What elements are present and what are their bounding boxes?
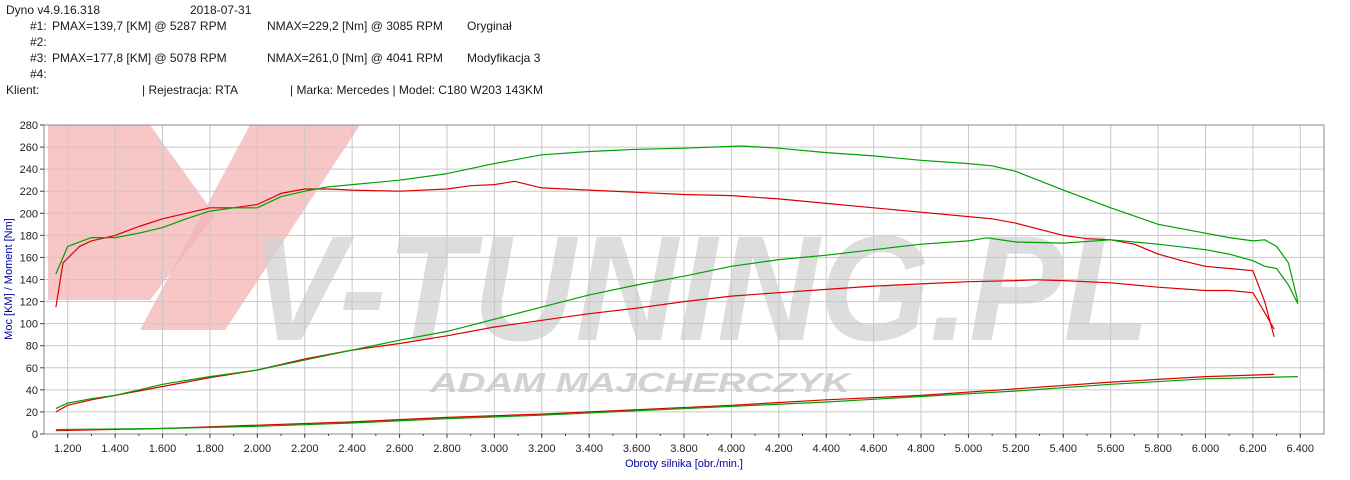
x-tick-label: 3.400 (575, 443, 603, 455)
curve-run3-torque (55, 145, 1299, 302)
run1-name: Oryginał (467, 19, 512, 33)
run3-name: Modyfikacja 3 (467, 51, 541, 65)
y-tick-label: 80 (26, 341, 38, 353)
y-tick-label: 180 (20, 230, 38, 242)
watermark-brand: V-TUNING.PL (250, 204, 1150, 372)
x-tick-label: 2.200 (291, 443, 319, 455)
x-tick-label: 6.200 (1239, 443, 1267, 455)
x-tick-label: 2.800 (433, 443, 461, 455)
x-tick-label: 5.000 (955, 443, 983, 455)
x-tick-label: 4.600 (860, 443, 888, 455)
x-tick-label: 4.400 (812, 443, 840, 455)
x-tick-label: 6.400 (1287, 443, 1315, 455)
x-tick-label: 6.000 (1192, 443, 1220, 455)
vehicle-info: | Marka: Mercedes | Model: C180 W203 143… (290, 83, 544, 97)
app-version: Dyno v4.9.16.318 (6, 3, 101, 17)
watermark: V-TUNING.PL ADAM MAJCHERCZYK (48, 125, 1150, 398)
y-tick-label: 260 (20, 142, 38, 154)
x-tick-label: 3.000 (481, 443, 509, 455)
y-tick-label: 20 (26, 407, 38, 419)
curves (55, 145, 1299, 432)
run2-label: #2: (30, 35, 47, 49)
x-tick-label: 3.600 (623, 443, 651, 455)
y-tick-label: 220 (20, 186, 38, 198)
x-tick-label: 1.400 (101, 443, 129, 455)
run1-label: #1: (30, 19, 47, 33)
x-tick-label: 5.600 (1097, 443, 1125, 455)
x-tick-label: 1.800 (196, 443, 224, 455)
x-tick-label: 1.600 (149, 443, 177, 455)
x-tick-label: 5.400 (1049, 443, 1077, 455)
x-tick-label: 1.200 (54, 443, 82, 455)
client-label: Klient: (6, 83, 40, 97)
x-tick-label: 4.200 (765, 443, 793, 455)
x-tick-label: 2.400 (338, 443, 366, 455)
y-tick-label: 160 (20, 252, 38, 264)
x-tick-label: 3.200 (528, 443, 556, 455)
x-tick-label: 3.800 (670, 443, 698, 455)
y-tick-label: 120 (20, 297, 38, 309)
curve-run1-power (55, 279, 1275, 413)
x-tick-label: 2.600 (386, 443, 414, 455)
y-tick-label: 240 (20, 164, 38, 176)
y-tick-label: 40 (26, 385, 38, 397)
curve-run3-loss (55, 376, 1298, 431)
run3-nmax: NMAX=261,0 [Nm] @ 4041 RPM (267, 51, 443, 65)
x-tick-label: 4.000 (718, 443, 746, 455)
report-date: 2018-07-31 (190, 3, 252, 17)
y-axis-ticks: 0 20 40 60 80 100 120 140 160 180 200 220 240 260 280 (20, 120, 44, 441)
y-tick-label: 60 (26, 363, 38, 375)
run4-label: #4: (30, 67, 47, 81)
run1-pmax: PMAX=139,7 [KM] @ 5287 RPM (52, 19, 227, 33)
curve-run1-torque (55, 180, 1275, 338)
x-tick-label: 5.200 (1002, 443, 1030, 455)
x-tick-label: 2.000 (244, 443, 272, 455)
y-tick-label: 140 (20, 275, 38, 287)
curve-run1-loss (55, 373, 1275, 432)
curve-run3-power (55, 237, 1299, 410)
y-tick-label: 100 (20, 319, 38, 331)
run3-pmax: PMAX=177,8 [KM] @ 5078 RPM (52, 51, 227, 65)
run1-nmax: NMAX=229,2 [Nm] @ 3085 RPM (267, 19, 443, 33)
x-tick-label: 5.800 (1144, 443, 1172, 455)
registration: | Rejestracja: RTA (142, 83, 239, 97)
x-tick-label: 4.800 (907, 443, 935, 455)
watermark-author: ADAM MAJCHERCZYK (429, 367, 853, 398)
y-tick-label: 0 (32, 429, 38, 441)
x-axis-ticks: 1.200 1.400 1.600 1.800 2.000 2.200 2.400 2.600… (54, 434, 1314, 455)
y-tick-label: 200 (20, 208, 38, 220)
y-axis-label: Moc [KM] / Moment [Nm] (3, 218, 15, 340)
y-tick-label: 280 (20, 120, 38, 132)
x-axis-label: Obroty silnika [obr./min.] (625, 458, 743, 470)
run3-label: #3: (30, 51, 47, 65)
